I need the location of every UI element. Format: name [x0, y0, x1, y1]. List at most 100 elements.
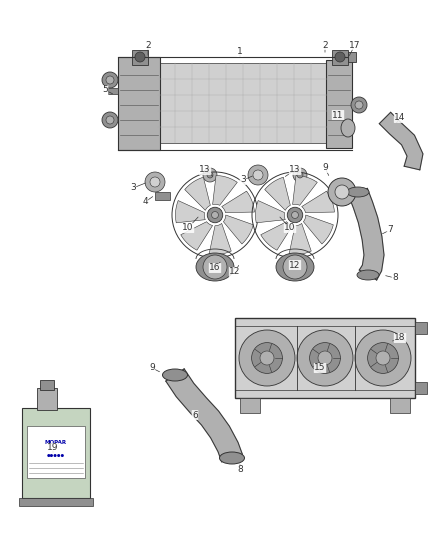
- Circle shape: [135, 52, 145, 62]
- Ellipse shape: [276, 253, 314, 281]
- Circle shape: [207, 207, 223, 223]
- Circle shape: [335, 185, 349, 199]
- Circle shape: [297, 330, 353, 386]
- Text: 19: 19: [47, 443, 59, 453]
- Polygon shape: [166, 369, 242, 462]
- Bar: [19, 498, 93, 506]
- Polygon shape: [223, 215, 253, 244]
- Polygon shape: [379, 112, 423, 170]
- Circle shape: [106, 116, 114, 124]
- Circle shape: [355, 330, 411, 386]
- Circle shape: [328, 178, 356, 206]
- Text: 12: 12: [290, 261, 301, 270]
- Bar: [108, 88, 118, 94]
- Text: 3: 3: [240, 175, 246, 184]
- Circle shape: [203, 255, 227, 279]
- Circle shape: [150, 177, 160, 187]
- Circle shape: [253, 170, 263, 180]
- Circle shape: [310, 343, 340, 374]
- Bar: [118, 57, 160, 150]
- Text: 13: 13: [289, 166, 301, 174]
- Text: 4: 4: [142, 198, 148, 206]
- Bar: [332, 50, 348, 65]
- Bar: [240, 398, 260, 413]
- Circle shape: [335, 52, 345, 62]
- Bar: [158, 63, 328, 143]
- Text: ●●●●●: ●●●●●: [47, 454, 65, 458]
- Circle shape: [251, 343, 283, 374]
- Text: 2: 2: [322, 41, 328, 50]
- Bar: [415, 382, 427, 394]
- Text: 9: 9: [149, 364, 155, 373]
- Circle shape: [248, 165, 268, 185]
- Circle shape: [212, 212, 219, 219]
- Bar: [22, 408, 90, 498]
- Text: 5: 5: [102, 85, 108, 94]
- Bar: [415, 322, 427, 334]
- Polygon shape: [289, 223, 311, 255]
- Circle shape: [106, 76, 114, 84]
- Ellipse shape: [357, 270, 379, 280]
- Polygon shape: [222, 191, 254, 213]
- Bar: [235, 318, 415, 398]
- Circle shape: [203, 168, 217, 182]
- Circle shape: [351, 97, 367, 113]
- Text: 17: 17: [349, 41, 361, 50]
- Text: 15: 15: [314, 364, 326, 373]
- Circle shape: [260, 351, 274, 365]
- Circle shape: [318, 351, 332, 365]
- Bar: [390, 398, 410, 413]
- Circle shape: [102, 112, 118, 128]
- Circle shape: [297, 172, 303, 178]
- Circle shape: [376, 351, 390, 365]
- Polygon shape: [185, 177, 210, 211]
- Polygon shape: [176, 200, 205, 223]
- Bar: [27, 426, 85, 478]
- Circle shape: [292, 212, 298, 219]
- Polygon shape: [261, 222, 293, 250]
- Circle shape: [283, 255, 307, 279]
- Text: 11: 11: [332, 110, 344, 119]
- Polygon shape: [304, 215, 333, 244]
- Ellipse shape: [196, 253, 234, 281]
- Text: 10: 10: [182, 223, 194, 232]
- Circle shape: [367, 343, 399, 374]
- Polygon shape: [349, 188, 384, 280]
- Text: 3: 3: [130, 183, 136, 192]
- Circle shape: [355, 101, 363, 109]
- Bar: [132, 50, 148, 65]
- Bar: [206, 262, 214, 270]
- Polygon shape: [293, 175, 317, 205]
- Bar: [326, 60, 352, 148]
- Text: 13: 13: [199, 166, 211, 174]
- Text: 7: 7: [387, 225, 393, 235]
- Text: 8: 8: [237, 465, 243, 474]
- Ellipse shape: [219, 452, 244, 464]
- Bar: [40, 380, 54, 390]
- Text: 18: 18: [394, 334, 406, 343]
- Circle shape: [102, 72, 118, 88]
- Text: 9: 9: [322, 164, 328, 173]
- Text: MOPAR: MOPAR: [45, 440, 67, 446]
- Circle shape: [287, 207, 303, 223]
- Polygon shape: [255, 200, 285, 223]
- Polygon shape: [209, 223, 231, 255]
- Bar: [348, 52, 356, 62]
- Bar: [155, 192, 170, 200]
- Polygon shape: [302, 191, 335, 213]
- Text: 14: 14: [394, 114, 406, 123]
- Polygon shape: [181, 222, 212, 250]
- Ellipse shape: [341, 119, 355, 137]
- Bar: [37, 388, 57, 410]
- Polygon shape: [265, 177, 290, 211]
- Ellipse shape: [347, 187, 369, 197]
- Circle shape: [207, 172, 213, 178]
- Circle shape: [145, 172, 165, 192]
- Text: 16: 16: [209, 263, 221, 272]
- Circle shape: [239, 330, 295, 386]
- Text: 8: 8: [392, 273, 398, 282]
- Circle shape: [293, 168, 307, 182]
- Text: 10: 10: [284, 223, 296, 232]
- Text: 1: 1: [237, 47, 243, 56]
- Ellipse shape: [162, 369, 187, 381]
